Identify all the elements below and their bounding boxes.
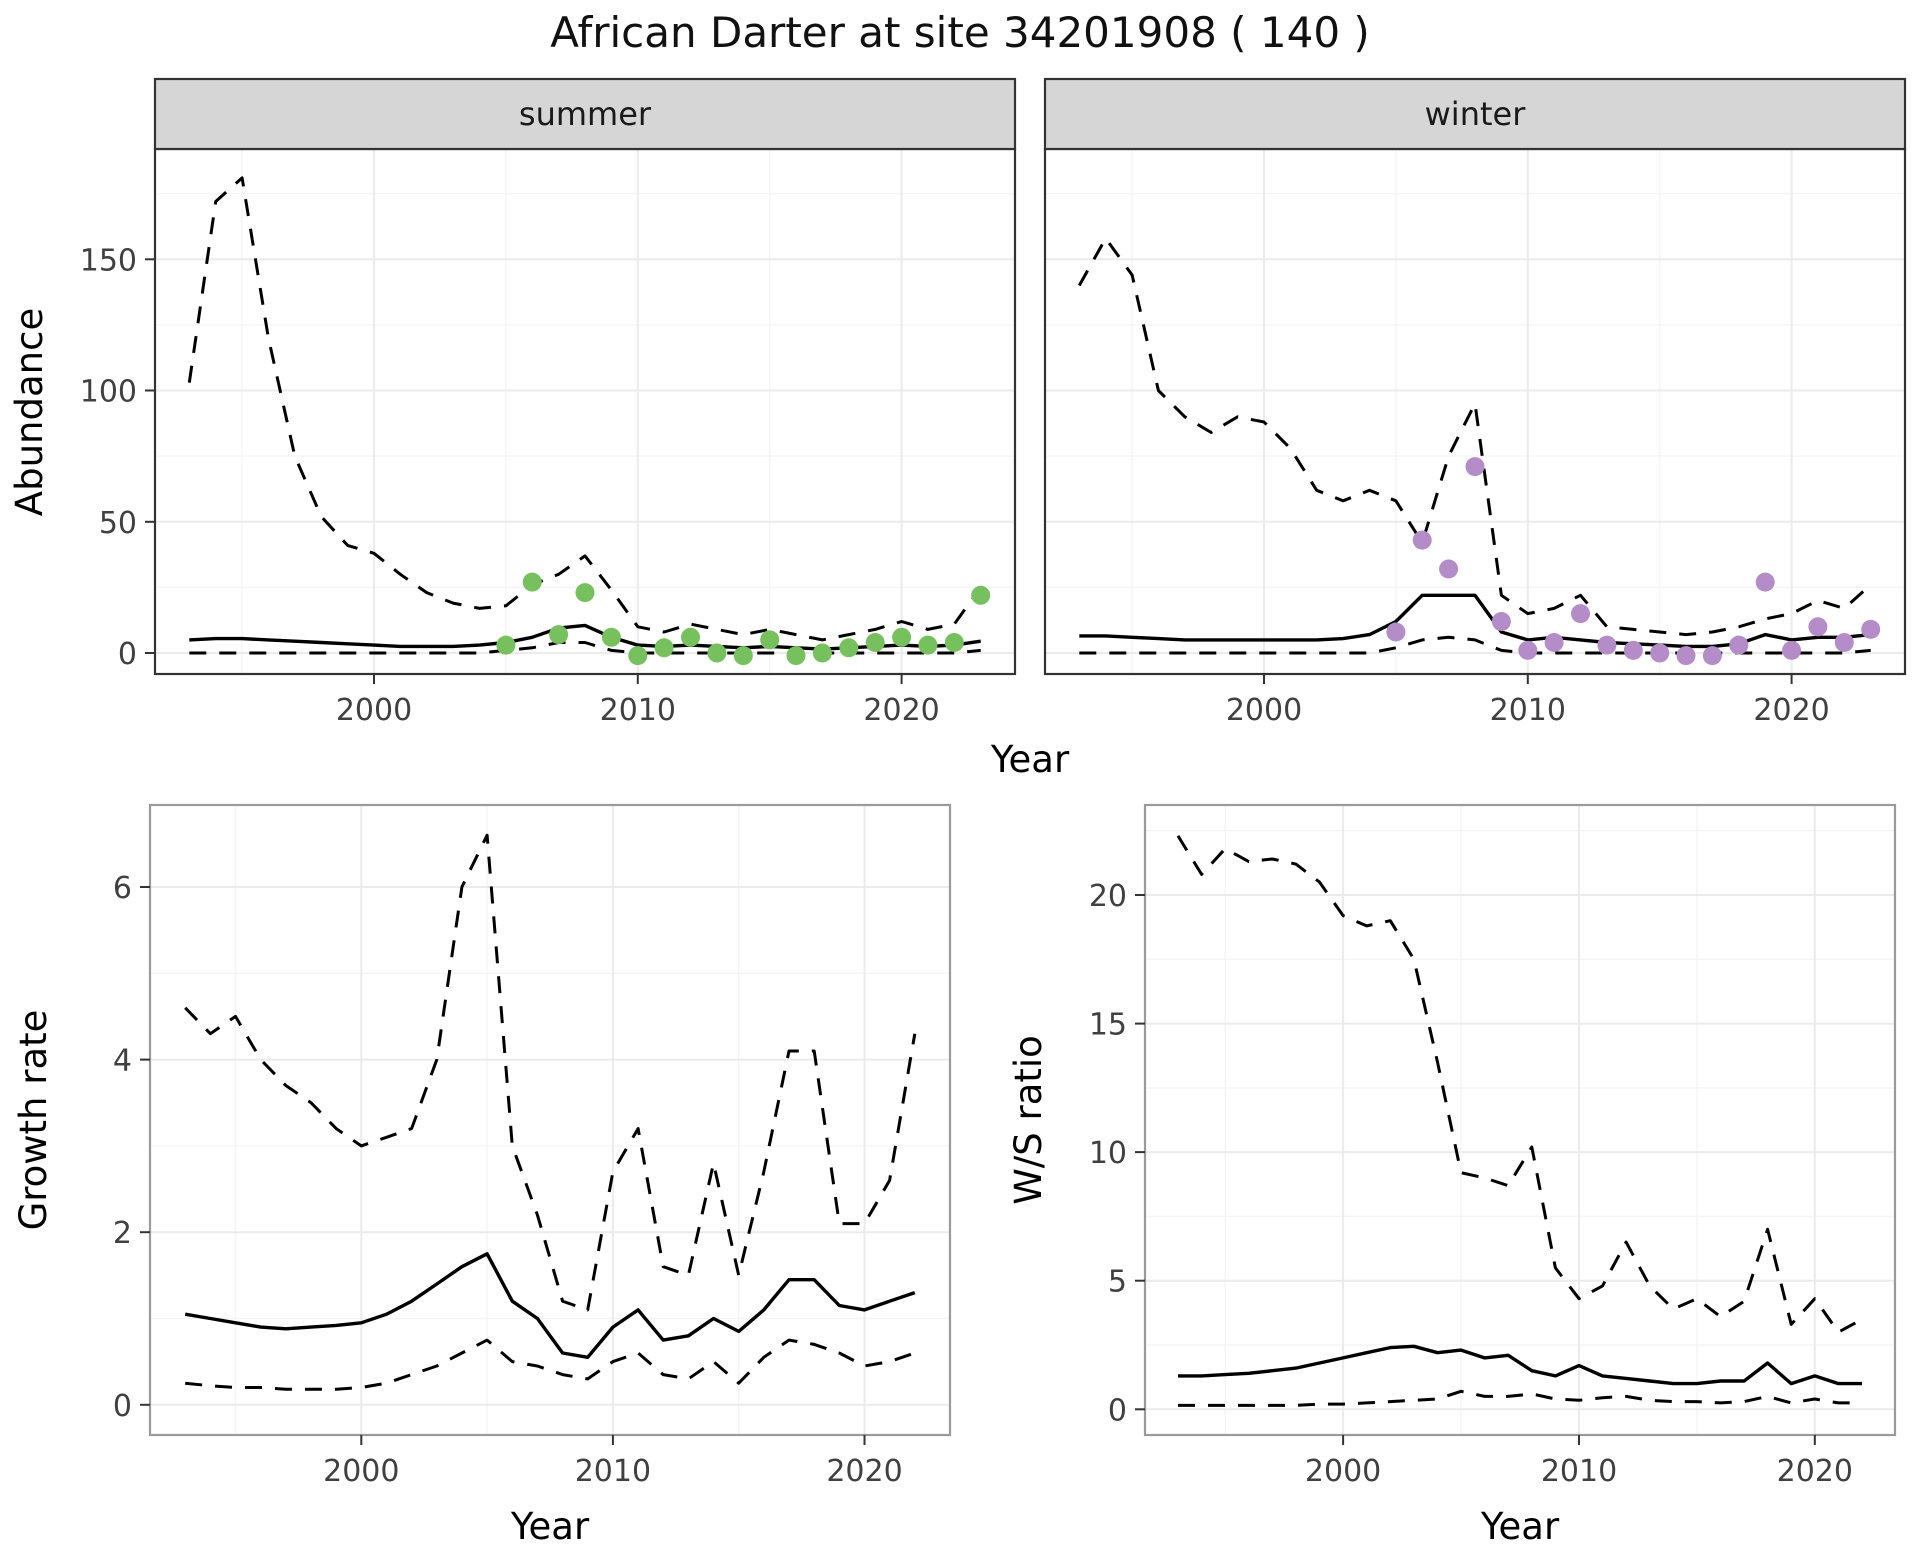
data-point-observed-counts [1755, 572, 1775, 592]
series-upper-ci [1176, 835, 1863, 1334]
panel-winter: 2000 2010 2020 [1043, 77, 1907, 728]
growth-x-axis-label: Year [510, 1505, 590, 1548]
data-point-observed-counts [1861, 619, 1881, 639]
y-tick-label: 4 [113, 1044, 132, 1079]
y-tick-label: 150 [80, 243, 137, 278]
data-point-observed-counts [1782, 640, 1802, 660]
data-point-observed-counts [522, 572, 542, 592]
y-tick-label: 10 [1089, 1136, 1127, 1171]
data-point-observed-counts [1386, 622, 1406, 642]
data-point-observed-counts [786, 646, 806, 666]
data-point-observed-counts [733, 646, 753, 666]
data-point-observed-counts [892, 627, 912, 647]
data-point-observed-counts [1491, 612, 1511, 631]
facet-label-summer: summer [519, 95, 652, 133]
y-tick-label: 15 [1089, 1008, 1127, 1043]
data-point-observed-counts [1465, 457, 1485, 477]
data-point-observed-counts [1571, 604, 1590, 624]
data-point-observed-counts [1544, 633, 1564, 652]
y-tick-label: 100 [80, 375, 137, 410]
data-point-observed-counts [601, 627, 621, 647]
y-tick-label: 0 [118, 637, 137, 672]
panel-ws-ratio: 2000 2010 2020 0 5 10 15 20 [1089, 803, 1897, 1489]
data-point-observed-counts [1702, 646, 1722, 666]
series-median [1178, 1344, 1862, 1386]
y-tick-label: 5 [1108, 1265, 1127, 1300]
x-tick-label: 2020 [826, 1454, 902, 1489]
x-tick-label: 2000 [1226, 693, 1302, 728]
facet-label-winter: winter [1425, 95, 1527, 133]
data-point-observed-counts [681, 627, 700, 647]
x-tick-label: 2010 [600, 693, 676, 728]
data-point-observed-counts [1729, 635, 1749, 655]
x-tick-label: 2010 [1490, 693, 1566, 728]
panel-summer: 2000 2010 2020 0 50 100 150 [80, 77, 1017, 728]
data-point-observed-counts [1834, 633, 1854, 652]
abundance-y-axis-label: Abundance [8, 308, 51, 516]
ratio-x-axis-label: Year [1480, 1505, 1560, 1548]
panel-border [148, 803, 952, 1437]
data-point-observed-counts [654, 638, 674, 658]
figure-title: African Darter at site 34201908 ( 140 ) [550, 8, 1370, 57]
data-point-observed-counts [549, 625, 569, 645]
x-tick-label: 2000 [336, 693, 412, 728]
data-point-observed-counts [496, 635, 516, 655]
x-tick-label: 2020 [1753, 693, 1829, 728]
series-lower-ci [185, 1338, 916, 1391]
panel-background [150, 805, 950, 1435]
x-tick-label: 2010 [1541, 1454, 1617, 1489]
x-tick-label: 2010 [575, 1454, 651, 1489]
data-point-observed-counts [1808, 617, 1828, 637]
x-tick-label: 2020 [863, 693, 939, 728]
x-tick-label: 2020 [1777, 1454, 1853, 1489]
abundance-facet-chart: 2000 2010 2020 0 50 100 150 2000 2010 2020 summe… [8, 77, 1907, 781]
growth-y-axis-label: Growth rate [12, 1010, 55, 1231]
y-tick-label: 50 [99, 506, 137, 541]
panel-background [1145, 805, 1895, 1435]
rate-charts: 2000 2010 2020 0 2 4 6 2000 2010 2020 0 5 10 15 20 Gr… [12, 803, 1897, 1548]
data-point-observed-counts [839, 638, 859, 658]
y-tick-label: 6 [113, 871, 132, 906]
facet-strip [153, 77, 1017, 151]
y-tick-label: 2 [113, 1216, 132, 1251]
data-point-observed-counts [971, 585, 991, 605]
x-tick-label: 2000 [1305, 1454, 1381, 1489]
series-lower-ci [1178, 1389, 1862, 1407]
panel-growth-rate: 2000 2010 2020 0 2 4 6 [113, 803, 952, 1489]
data-point-observed-counts [1676, 646, 1696, 666]
data-point-observed-counts [865, 633, 885, 652]
data-point-observed-counts [1650, 643, 1670, 663]
data-point-observed-counts [628, 646, 648, 666]
data-point-observed-counts [1623, 640, 1643, 660]
data-point-observed-counts [812, 643, 832, 663]
y-tick-label: 0 [1108, 1393, 1127, 1428]
data-point-observed-counts [575, 583, 595, 603]
panel-border [1143, 803, 1897, 1437]
y-tick-label: 20 [1089, 879, 1127, 914]
series-upper-ci [184, 833, 917, 1312]
data-point-observed-counts [918, 635, 938, 655]
x-tick-label: 2000 [323, 1454, 399, 1489]
data-point-observed-counts [1439, 559, 1459, 579]
data-point-observed-counts [1518, 640, 1538, 660]
series-median [184, 1252, 916, 1359]
y-tick-label: 0 [113, 1389, 132, 1424]
ratio-y-axis-label: W/S ratio [1007, 1035, 1050, 1205]
abundance-x-axis-label: Year [990, 738, 1070, 781]
data-point-observed-counts [1597, 635, 1617, 655]
data-point-observed-counts [944, 633, 964, 652]
data-point-observed-counts [1412, 530, 1432, 550]
data-point-observed-counts [760, 630, 780, 650]
data-point-observed-counts [707, 643, 727, 663]
series-upper-ci [1077, 236, 1872, 637]
series-upper-ci [187, 176, 982, 642]
facet-strip [1043, 77, 1907, 151]
